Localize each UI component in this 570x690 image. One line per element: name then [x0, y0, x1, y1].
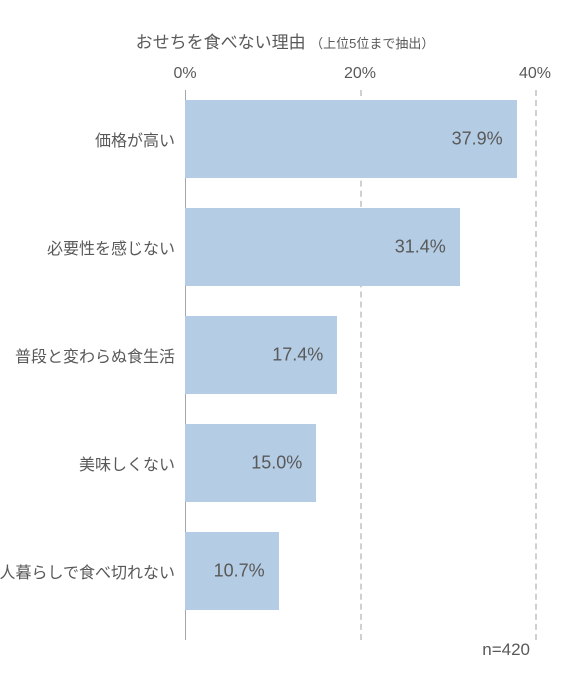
bar-value-label: 37.9% — [452, 129, 503, 150]
category-label: 普段と変わらぬ食生活 — [15, 343, 175, 367]
bar-row: 15.0% — [185, 424, 535, 502]
x-tick-label: 0% — [173, 65, 196, 83]
x-tick-label: 40% — [519, 65, 551, 83]
category-label: 必要性を感じない — [47, 235, 175, 259]
bar-row: 17.4% — [185, 316, 535, 394]
bar-row: 31.4% — [185, 208, 535, 286]
category-label: 美味しくない — [79, 451, 175, 475]
bar-row: 37.9% — [185, 100, 535, 178]
chart-subtitle: （上位5位まで抽出） — [310, 36, 434, 51]
sample-size-label: n=420 — [482, 640, 530, 660]
category-label: 一人暮らしで食べ切れない — [0, 559, 175, 583]
bar-value-label: 17.4% — [272, 345, 323, 366]
category-label: 価格が高い — [95, 127, 175, 151]
bar-row: 10.7% — [185, 532, 535, 610]
x-tick-label: 20% — [344, 65, 376, 83]
bar-value-label: 10.7% — [214, 561, 265, 582]
plot-area: 0%20%40% 37.9%31.4%17.4%15.0%10.7% — [185, 90, 535, 640]
bar-value-label: 15.0% — [251, 453, 302, 474]
gridline — [535, 90, 537, 640]
title-area: おせちを食べない理由 （上位5位まで抽出） — [0, 28, 570, 53]
bar-value-label: 31.4% — [395, 237, 446, 258]
chart-container: おせちを食べない理由 （上位5位まで抽出） 0% 20% 40% 37.9% 31.4… — [0, 0, 570, 690]
chart-title: おせちを食べない理由 — [136, 33, 306, 52]
